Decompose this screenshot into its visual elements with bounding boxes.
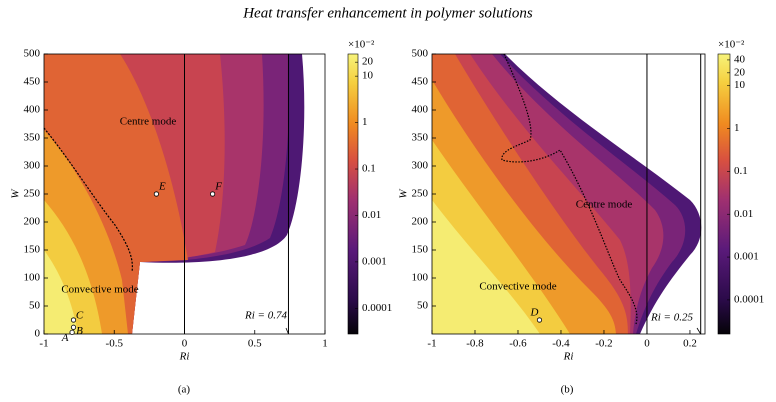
annotation: Convective mode (61, 284, 138, 296)
point (70, 317, 77, 323)
x-tick-label: -0.5 (106, 338, 124, 350)
colorbar-tick-label: 0.001 (362, 255, 387, 267)
contour-fill-b (432, 53, 702, 334)
y-tick-label: 200 (412, 216, 429, 228)
y-tick-label: 350 (24, 132, 41, 144)
x-tick-label: 0 (182, 338, 188, 350)
reference-label: Ri = 0.74 (244, 310, 287, 322)
reference-pointer (285, 327, 289, 335)
y-tick-label: 300 (412, 160, 429, 172)
colorbar-tick-label: 1 (734, 122, 740, 134)
y-tick-label: 150 (24, 244, 41, 256)
colorbar-tick-label: 0.0001 (362, 302, 392, 314)
colorbar-tick-label: 10 (362, 70, 374, 82)
colorbar-tick-label: 0.1 (362, 163, 376, 175)
point-label: E (158, 181, 166, 193)
y-axis-label: W (398, 189, 410, 199)
y-tick-label: 50 (29, 300, 41, 312)
y-tick-label: 400 (24, 104, 41, 116)
y-tick-label: 250 (24, 188, 41, 200)
annotation: Centre mode (576, 199, 633, 211)
colorbar (347, 53, 359, 335)
y-axis-label: W (10, 189, 22, 199)
colorbar-multiplier: ×10⁻² (348, 39, 375, 51)
colorbar-tick-label: 0.1 (734, 165, 748, 177)
y-tick-label: 500 (412, 48, 429, 60)
colorbar-tick-label: 1 (362, 116, 368, 128)
point (153, 191, 159, 197)
point-label: C (76, 310, 84, 322)
x-tick-label: -1 (39, 338, 48, 350)
point (536, 317, 543, 323)
y-tick-label: 300 (24, 160, 41, 172)
point-label: F (214, 181, 222, 193)
colorbar-tick-label: 0.001 (734, 251, 759, 263)
x-tick-label: 0.5 (248, 338, 262, 350)
y-tick-label: 500 (24, 48, 41, 60)
annotation: Convective mode (479, 281, 556, 293)
y-tick-label: 50 (417, 300, 429, 312)
y-tick-label: 350 (412, 132, 429, 144)
reference-pointer (696, 327, 702, 335)
point-label: D (530, 307, 539, 319)
x-axis-label: Ri (563, 351, 574, 363)
y-tick-label: 150 (412, 244, 429, 256)
colorbar-tick-label: 20 (362, 56, 374, 68)
caption: (b) (561, 384, 574, 396)
point (69, 329, 75, 335)
colorbar (717, 53, 731, 335)
colorbar-tick-label: 0.0001 (734, 293, 764, 305)
colorbar-tick-label: 0.01 (362, 209, 381, 221)
x-tick-label: -1 (427, 338, 436, 350)
y-tick-label: 250 (412, 188, 429, 200)
colorbar-tick-label: 10 (734, 79, 746, 91)
x-tick-label: -0.4 (552, 338, 570, 350)
caption: (a) (178, 384, 191, 396)
colorbar-tick-label: 40 (734, 53, 746, 65)
y-tick-label: 200 (24, 216, 41, 228)
x-tick-label: 0 (644, 338, 650, 350)
x-tick-label: -0.8 (466, 338, 484, 350)
point (70, 324, 77, 330)
y-tick-label: 400 (412, 104, 429, 116)
y-tick-label: 0 (35, 328, 41, 340)
point-label: B (76, 325, 83, 337)
x-tick-label: -0.6 (509, 338, 527, 350)
colorbar-tick-label: 20 (734, 66, 746, 78)
x-tick-label: 1 (322, 338, 328, 350)
x-axis-label: Ri (179, 351, 190, 363)
colorbar-multiplier: ×10⁻² (718, 39, 745, 51)
y-tick-label: 100 (412, 272, 429, 284)
point-label: A (61, 332, 69, 344)
reference-label: Ri = 0.25 (650, 312, 693, 324)
x-tick-label: 0.2 (683, 338, 697, 350)
x-tick-label: -0.2 (595, 338, 612, 350)
point (210, 191, 216, 197)
figure-title: Heat transfer enhancement in polymer sol… (242, 5, 533, 21)
annotation: Centre mode (120, 116, 177, 128)
colorbar-tick-label: 0.01 (734, 208, 753, 220)
y-tick-label: 450 (24, 76, 41, 88)
contour-fill-a (43, 54, 305, 334)
y-tick-label: 450 (412, 76, 429, 88)
y-tick-label: 100 (24, 272, 41, 284)
